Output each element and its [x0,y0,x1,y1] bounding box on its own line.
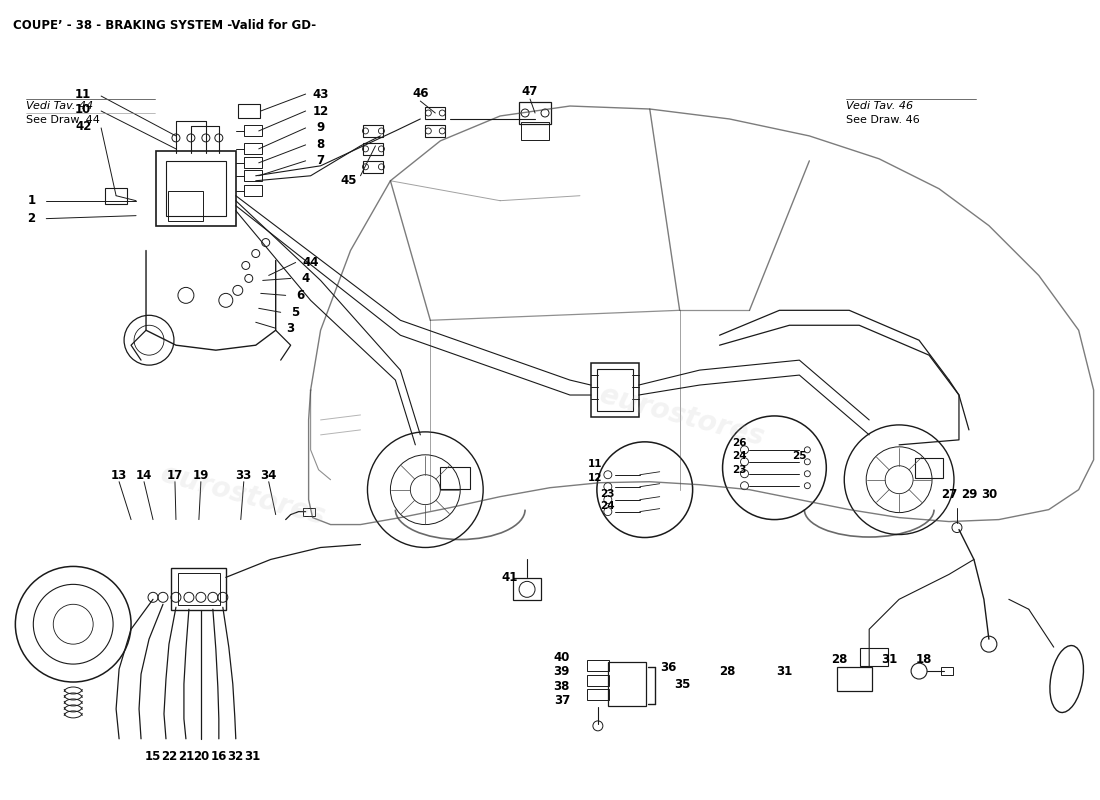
Text: 22: 22 [161,750,177,763]
Text: Vedi Tav. 44: Vedi Tav. 44 [25,101,92,111]
Text: 43: 43 [312,87,329,101]
Text: 12: 12 [587,473,602,482]
Bar [238,104,260,118]
Text: COUPE’ - 38 - BRAKING SYSTEM -Valid for GD-: COUPE’ - 38 - BRAKING SYSTEM -Valid for … [13,19,317,32]
Bar [363,125,384,137]
Text: 31: 31 [777,665,792,678]
Text: 25: 25 [792,451,806,461]
Bar [440,466,470,489]
Text: 28: 28 [832,653,847,666]
Bar [860,648,888,666]
Bar [940,667,953,675]
Text: 17: 17 [167,470,183,482]
Text: 42: 42 [75,121,91,134]
Text: 32: 32 [228,750,244,763]
Text: 24: 24 [733,451,747,461]
Bar [244,186,262,196]
Text: 23: 23 [733,465,747,474]
Text: 23: 23 [601,489,615,498]
Text: 39: 39 [553,665,570,678]
Bar [244,170,262,182]
Text: See Draw. 46: See Draw. 46 [846,115,920,125]
Bar [244,126,262,137]
Text: 47: 47 [521,85,538,98]
Bar [172,569,227,610]
Text: 5: 5 [292,306,300,319]
Text: 10: 10 [75,102,91,115]
Text: 37: 37 [553,694,570,707]
Text: 31: 31 [881,653,898,666]
Bar [426,107,446,119]
Text: 34: 34 [261,470,277,482]
Bar [426,125,446,137]
Text: 16: 16 [211,750,227,763]
Text: 9: 9 [317,122,324,134]
Text: eurostores: eurostores [157,460,328,531]
Text: 30: 30 [981,488,997,501]
Bar [244,158,262,168]
Text: 4: 4 [301,272,310,285]
Bar [106,188,128,204]
Bar [587,659,609,670]
Text: Vedi Tav. 46: Vedi Tav. 46 [846,101,913,111]
Bar [513,578,541,600]
Text: 29: 29 [960,488,977,501]
Text: 14: 14 [135,470,152,482]
Text: 33: 33 [235,470,252,482]
Text: 31: 31 [244,750,261,763]
Bar [915,458,943,478]
Text: 19: 19 [192,470,209,482]
Text: 7: 7 [317,154,324,167]
Text: 1: 1 [28,194,35,207]
Bar [178,574,220,606]
Text: 46: 46 [412,86,429,99]
Text: 38: 38 [553,679,570,693]
Text: 3: 3 [287,322,295,334]
Text: 40: 40 [553,650,570,664]
Text: 35: 35 [674,678,691,690]
Text: 11: 11 [587,458,602,469]
Text: 28: 28 [719,665,736,678]
Text: 26: 26 [733,438,747,448]
Bar [591,362,639,418]
Text: 45: 45 [340,174,356,187]
Text: 18: 18 [916,653,932,666]
Text: 24: 24 [601,501,615,510]
Text: 44: 44 [302,256,319,269]
Bar [519,102,551,124]
Text: eurostores: eurostores [596,381,767,451]
Bar [597,369,632,411]
Text: 15: 15 [145,750,162,763]
Bar [837,666,871,691]
Bar [608,662,646,706]
Bar [168,190,204,221]
Bar [363,161,384,173]
Text: 36: 36 [660,661,676,674]
Bar [156,151,235,226]
Text: 13: 13 [111,470,128,482]
Text: 27: 27 [940,488,957,501]
Text: 6: 6 [297,289,305,302]
Text: 2: 2 [28,212,35,225]
Bar [166,162,226,216]
Bar [244,143,262,154]
Bar [363,143,384,155]
Bar [302,508,315,515]
Text: 41: 41 [502,571,518,584]
Bar [521,122,549,140]
Text: 11: 11 [75,87,91,101]
Bar [587,690,609,701]
Text: 21: 21 [178,750,194,763]
Text: 20: 20 [192,750,209,763]
Text: 12: 12 [312,105,329,118]
Text: See Draw. 44: See Draw. 44 [25,115,99,125]
Bar [587,674,609,686]
Text: 8: 8 [317,138,324,151]
